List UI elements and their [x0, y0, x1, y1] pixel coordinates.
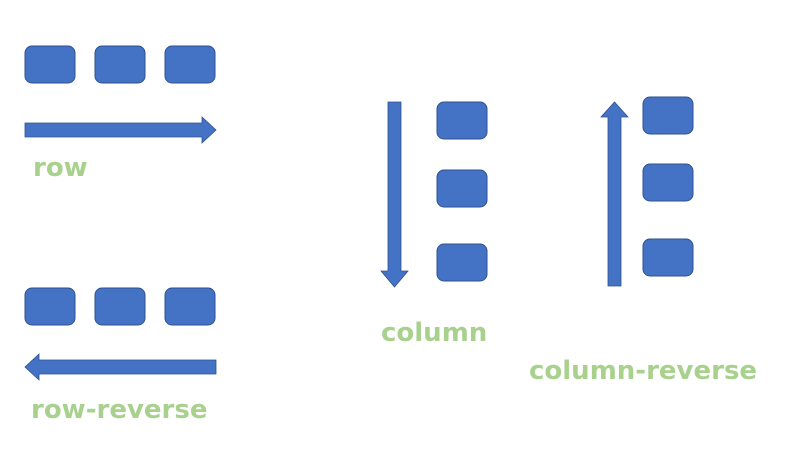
- column-reverse-item-1: [642, 96, 694, 135]
- column-reverse-item-2: [642, 163, 694, 202]
- column-reverse-arrow-icon: [600, 101, 629, 287]
- column-reverse-group: column-reverse: [529, 96, 757, 386]
- row-item-1: [24, 45, 76, 84]
- column-group: column: [380, 101, 488, 348]
- row-reverse-item-3: [164, 287, 216, 326]
- row-reverse-group: row-reverse: [24, 287, 217, 425]
- row-item-2: [94, 45, 146, 84]
- row-reverse-label: row-reverse: [31, 395, 207, 425]
- row-reverse-item-2: [94, 287, 146, 326]
- column-item-2: [436, 169, 488, 208]
- column-item-1: [436, 101, 488, 140]
- column-label: column: [381, 318, 487, 348]
- row-reverse-arrow-icon: [24, 353, 217, 381]
- row-arrow-icon: [24, 116, 217, 144]
- row-item-3: [164, 45, 216, 84]
- column-reverse-item-3: [642, 238, 694, 277]
- column-arrow-icon: [380, 101, 409, 288]
- row-group: row: [24, 45, 217, 183]
- row-reverse-item-1: [24, 287, 76, 326]
- row-label: row: [33, 153, 88, 183]
- column-item-3: [436, 243, 488, 282]
- column-reverse-label: column-reverse: [529, 356, 757, 386]
